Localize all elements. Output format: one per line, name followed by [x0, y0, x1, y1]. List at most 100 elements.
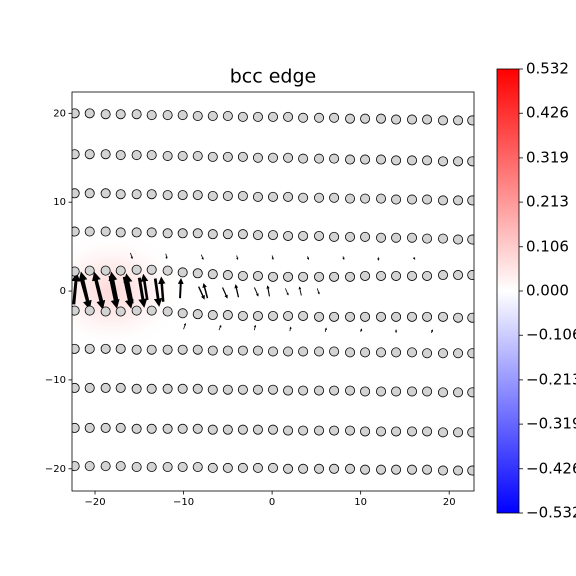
displacement-arrow — [78, 271, 90, 303]
atom — [267, 271, 278, 282]
atom — [467, 234, 474, 245]
atom — [422, 464, 433, 475]
atom — [283, 425, 294, 436]
atom — [360, 154, 371, 165]
atom — [72, 108, 80, 119]
atom — [438, 270, 449, 281]
axes-frame — [71, 91, 475, 492]
atom — [267, 462, 278, 473]
atom — [207, 462, 218, 473]
atom — [345, 463, 356, 474]
atom — [360, 386, 371, 397]
atom — [360, 311, 371, 322]
atom — [314, 311, 325, 322]
atom — [100, 461, 111, 472]
atom — [115, 343, 126, 354]
atom — [360, 464, 371, 475]
atom — [252, 310, 263, 321]
atom — [177, 228, 188, 239]
colorbar-tick-label: −0.106 — [526, 326, 576, 344]
atom — [131, 150, 142, 161]
atom — [360, 426, 371, 437]
atom — [222, 345, 233, 356]
atom — [376, 347, 387, 358]
atom — [207, 310, 218, 321]
atom — [467, 427, 474, 438]
atom — [146, 383, 157, 394]
displacement-arrow — [359, 328, 363, 333]
atom — [177, 190, 188, 201]
displacement-arrow — [316, 288, 320, 295]
atom — [131, 462, 142, 473]
atom — [100, 343, 111, 354]
atom — [360, 193, 371, 204]
displacement-arrow — [197, 286, 205, 300]
displacement-arrow — [200, 254, 204, 260]
atom — [453, 115, 464, 126]
atom — [207, 424, 218, 435]
atom — [252, 384, 263, 395]
atom — [84, 382, 95, 393]
atom — [376, 426, 387, 437]
atom — [192, 228, 203, 239]
atom — [345, 425, 356, 436]
atom — [329, 311, 340, 322]
atom — [267, 346, 278, 357]
atom — [146, 462, 157, 473]
atom — [207, 110, 218, 121]
atom — [162, 265, 173, 276]
atom — [115, 382, 126, 393]
atom — [207, 190, 218, 201]
atom — [345, 385, 356, 396]
atom — [329, 346, 340, 357]
atom — [267, 310, 278, 321]
atom — [283, 310, 294, 321]
atom — [100, 382, 111, 393]
atom — [376, 270, 387, 281]
atom — [422, 194, 433, 205]
atom — [407, 155, 418, 166]
atom — [329, 112, 340, 123]
atom — [72, 149, 80, 160]
displacement-arrow — [253, 287, 259, 297]
atom — [391, 194, 402, 205]
atom — [314, 192, 325, 203]
atom — [222, 270, 233, 281]
displacement-arrow — [72, 272, 81, 305]
atom — [467, 465, 474, 476]
atom — [360, 347, 371, 358]
atom — [131, 423, 142, 434]
atom — [131, 109, 142, 120]
atom — [207, 345, 218, 356]
atom — [422, 233, 433, 244]
atom — [237, 111, 248, 122]
atom — [283, 385, 294, 396]
atom — [100, 109, 111, 120]
atom — [453, 312, 464, 323]
displacement-arrow — [137, 277, 148, 308]
atom — [237, 424, 248, 435]
atom — [100, 188, 111, 199]
atom — [267, 384, 278, 395]
atom — [438, 348, 449, 359]
atom — [100, 422, 111, 433]
atom — [146, 227, 157, 238]
atom — [467, 156, 474, 167]
atom — [192, 150, 203, 161]
atom — [283, 191, 294, 202]
atom — [162, 306, 173, 317]
chart-title: bcc edge — [230, 66, 317, 88]
atom — [314, 463, 325, 474]
atom — [298, 463, 309, 474]
displacement-arrow — [123, 273, 134, 304]
atom — [391, 347, 402, 358]
atom — [131, 189, 142, 200]
displacement-arrow — [183, 323, 187, 330]
atom — [376, 464, 387, 475]
atom — [252, 152, 263, 163]
atom — [72, 188, 80, 199]
atom — [84, 461, 95, 472]
atom — [391, 155, 402, 166]
atom — [467, 387, 474, 398]
atom — [222, 151, 233, 162]
